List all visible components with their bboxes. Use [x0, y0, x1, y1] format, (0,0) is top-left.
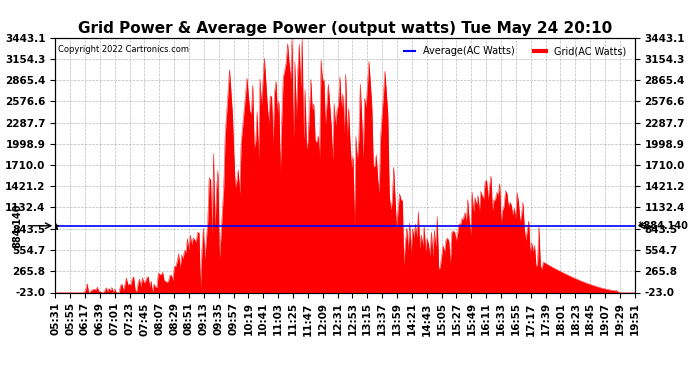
Legend: Average(AC Watts), Grid(AC Watts): Average(AC Watts), Grid(AC Watts)	[400, 42, 630, 60]
Text: Copyright 2022 Cartronics.com: Copyright 2022 Cartronics.com	[58, 45, 189, 54]
Title: Grid Power & Average Power (output watts) Tue May 24 20:10: Grid Power & Average Power (output watts…	[78, 21, 612, 36]
Text: *884.140: *884.140	[635, 221, 688, 231]
Text: 884.140: 884.140	[12, 204, 23, 248]
